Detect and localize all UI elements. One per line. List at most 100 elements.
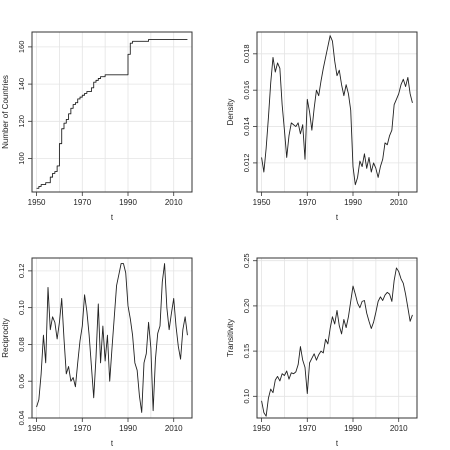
x-axis-label: t <box>336 439 339 448</box>
y-tick-label: 0.08 <box>17 337 26 352</box>
data-point <box>380 296 381 297</box>
data-point <box>350 301 351 302</box>
data-point <box>341 84 342 85</box>
data-point <box>66 119 67 120</box>
data-point <box>282 373 283 374</box>
data-point <box>148 322 149 323</box>
data-point <box>293 124 294 125</box>
data-point <box>332 40 333 41</box>
data-point <box>270 388 271 389</box>
data-point <box>375 312 376 313</box>
data-point <box>86 91 87 92</box>
data-point <box>266 148 267 149</box>
series-line <box>261 35 413 186</box>
data-point <box>341 333 342 334</box>
data-point <box>343 319 344 320</box>
data-point <box>405 294 406 295</box>
data-point <box>47 182 48 183</box>
data-point <box>314 108 315 109</box>
data-point <box>407 77 408 78</box>
data-point <box>130 43 131 44</box>
chart-panel-transitivity: 1950 1970 1990 2010 0.10 0.15 0.20 0.25 t Transit… <box>226 253 418 448</box>
data-point <box>109 74 110 75</box>
data-point <box>95 357 96 358</box>
data-point <box>391 130 392 131</box>
data-point <box>368 321 369 322</box>
data-point <box>261 400 262 401</box>
data-point <box>41 373 42 374</box>
x-tick-label: 1990 <box>344 424 362 433</box>
data-point <box>123 263 124 264</box>
data-point <box>111 348 112 349</box>
data-point <box>173 39 174 40</box>
data-point <box>307 393 308 394</box>
data-point <box>325 57 326 58</box>
data-point <box>175 325 176 326</box>
data-point <box>121 74 122 75</box>
data-point <box>346 84 347 85</box>
data-point <box>380 166 381 167</box>
data-point <box>38 186 39 187</box>
data-point <box>166 39 167 40</box>
data-point <box>320 351 321 352</box>
data-point <box>378 177 379 178</box>
data-point <box>334 323 335 324</box>
data-point <box>364 300 365 301</box>
data-point <box>146 353 147 354</box>
data-point <box>286 157 287 158</box>
data-point <box>141 41 142 42</box>
data-point <box>68 113 69 114</box>
data-point <box>114 316 115 317</box>
data-point <box>43 335 44 336</box>
data-point <box>366 168 367 169</box>
data-point <box>298 364 299 365</box>
y-tick-label: 0.018 <box>242 44 251 63</box>
data-point <box>282 104 283 105</box>
data-point <box>47 287 48 288</box>
data-point <box>311 130 312 131</box>
data-point <box>164 39 165 40</box>
data-point <box>134 362 135 363</box>
data-point <box>57 165 58 166</box>
data-point <box>173 298 174 299</box>
data-point <box>73 104 74 105</box>
data-point <box>182 39 183 40</box>
data-point <box>45 182 46 183</box>
data-point <box>166 307 167 308</box>
x-tick-label: 1990 <box>119 424 137 433</box>
x-axis-label: t <box>336 213 339 222</box>
data-point <box>185 39 186 40</box>
data-point <box>45 362 46 363</box>
data-point <box>332 316 333 317</box>
data-point <box>318 354 319 355</box>
data-point <box>325 339 326 340</box>
data-point <box>84 294 85 295</box>
data-point <box>130 318 131 319</box>
data-point <box>293 373 294 374</box>
data-point <box>86 311 87 312</box>
data-point <box>339 70 340 71</box>
data-point <box>352 166 353 167</box>
data-point <box>146 41 147 42</box>
data-point <box>52 316 53 317</box>
data-point <box>116 285 117 286</box>
data-point <box>362 166 363 167</box>
data-point <box>366 313 367 314</box>
data-point <box>284 130 285 131</box>
y-tick-label: 0.06 <box>17 374 26 389</box>
data-point <box>304 367 305 368</box>
data-point <box>382 159 383 160</box>
data-point <box>43 184 44 185</box>
data-point <box>314 353 315 354</box>
data-point <box>141 412 142 413</box>
data-point <box>396 267 397 268</box>
data-point <box>59 143 60 144</box>
data-point <box>57 338 58 339</box>
data-point <box>400 278 401 279</box>
x-tick-label: 2010 <box>165 424 183 433</box>
x-tick-label: 1990 <box>119 198 137 207</box>
data-point <box>355 294 356 295</box>
data-point <box>93 397 94 398</box>
data-point <box>357 177 358 178</box>
